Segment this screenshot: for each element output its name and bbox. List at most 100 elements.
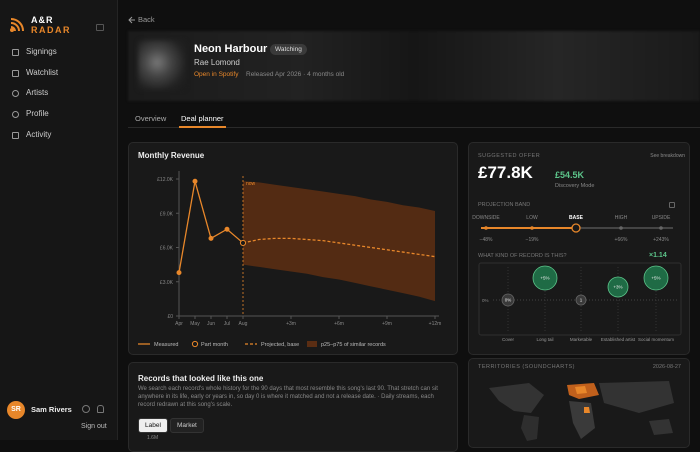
logo-line2: RADAR: [31, 25, 71, 35]
offer-graphics: DOWNSIDE −48% LOW −19% BASE HIGH +66% UPSIDE +24…: [472, 215, 682, 342]
band-stop[interactable]: [530, 226, 534, 230]
info-icon[interactable]: [669, 202, 675, 208]
x-tick-label: +12m: [429, 321, 442, 327]
part-month-point: [239, 239, 247, 247]
help-icon[interactable]: [82, 405, 90, 413]
nav-item[interactable]: Activity: [26, 129, 52, 139]
measured-point: [192, 178, 198, 184]
measured-point: [224, 226, 230, 232]
y-tick-label: £0: [167, 314, 173, 320]
sign-out[interactable]: Sign out: [81, 423, 107, 430]
kind-badge: +5%: [540, 276, 549, 281]
release-meta: Released Apr 2026 · 4 months old: [246, 71, 345, 78]
user-name: Sam Rivers: [31, 405, 72, 414]
tab-divider: [128, 127, 700, 128]
territories-title: TERRITORIES (SOUNDCHARTS): [478, 364, 575, 370]
offer-card: SUGGESTED OFFER See breakdown £77.8K £54…: [468, 142, 690, 355]
spotify-link[interactable]: Open in Spotify: [194, 71, 239, 78]
tab-underline: [179, 126, 226, 128]
measured-point: [176, 270, 182, 276]
x-tick-label: Aug: [239, 321, 248, 327]
nav-item[interactable]: Profile: [26, 109, 49, 119]
measured-line: [178, 181, 244, 273]
x-tick-label: +9m: [382, 321, 392, 327]
band-stop-name: LOW: [526, 215, 538, 221]
kind-badge: +5%: [651, 276, 660, 281]
nav-item[interactable]: Watchlist: [26, 67, 59, 77]
band-stop[interactable]: [619, 226, 623, 230]
bell-icon[interactable]: [97, 405, 104, 413]
avatar[interactable]: SR: [7, 401, 25, 419]
multiplier: ×1.14: [649, 252, 667, 259]
toggle-button[interactable]: Label: [138, 418, 168, 433]
logo-line1: A&R: [31, 15, 54, 25]
now-label: now: [246, 181, 256, 187]
band-label: PROJECTION BAND: [478, 202, 531, 208]
logo-icon: [10, 18, 24, 32]
band-stop-name: HIGH: [615, 215, 628, 221]
band-stop-change: +66%: [615, 237, 628, 243]
revenue-chart: Monthly Revenue £0 £3.0K £6.0K £9.0K £12.0K A…: [138, 151, 442, 348]
offer-label: SUGGESTED OFFER: [478, 153, 541, 159]
kind-bubble: [607, 276, 629, 298]
x-tick-label: Jun: [207, 321, 215, 327]
y-tick-label: £12.0K: [157, 177, 174, 183]
collapse-icon[interactable]: [96, 24, 104, 31]
records-card: Records that looked like this one We sea…: [128, 362, 458, 452]
artist-name: Rae Lomond: [194, 58, 240, 67]
breakdown-link[interactable]: See breakdown: [650, 153, 685, 159]
kind-bubble: [643, 265, 669, 291]
records-title: Records that looked like this one: [138, 374, 264, 383]
projected-line: [242, 237, 436, 258]
legend-label: Measured: [154, 342, 178, 348]
tab[interactable]: Overview: [135, 114, 167, 123]
legend-label: p25–p75 of similar records: [321, 342, 386, 348]
kind-name: Cover: [502, 337, 515, 342]
records-axis-top: 1.6M: [147, 435, 159, 441]
sidebar: [0, 0, 118, 440]
kind-name: Long tail: [536, 337, 553, 342]
band-stop-change: +243%: [653, 237, 669, 243]
x-tick-label: Apr: [175, 321, 183, 327]
band-stop-name: DOWNSIDE: [472, 215, 500, 221]
kind-badge: 0%: [505, 298, 512, 303]
kind-badge: 1: [580, 298, 583, 303]
legend-swatch: [191, 340, 199, 348]
revenue-card: Monthly Revenue £0 £3.0K £6.0K £9.0K £12.0K A…: [128, 142, 458, 355]
band-stop[interactable]: [484, 226, 488, 230]
territories-card: TERRITORIES (SOUNDCHARTS) 2026-08-27: [468, 358, 690, 448]
world-map: [489, 381, 674, 441]
band-stop[interactable]: [571, 223, 581, 233]
header-banner: [128, 31, 700, 101]
x-tick-label: Jul: [224, 321, 230, 327]
back-arrow: [128, 16, 135, 24]
measured-point: [208, 235, 214, 241]
territories-date: 2026-08-27: [652, 364, 681, 370]
band-area: [243, 181, 435, 302]
nav-item[interactable]: Artists: [26, 88, 49, 98]
track-title: Neon Harbour: [194, 43, 268, 55]
kind-badge: +3%: [613, 285, 622, 290]
band-stop-change: −19%: [526, 237, 539, 243]
x-tick-label: May: [190, 321, 200, 327]
nav-icon: [12, 111, 19, 119]
kind-name: Established artist: [601, 337, 636, 342]
alt-amount: £54.5K: [555, 170, 585, 180]
band-stop-name: BASE: [569, 215, 584, 221]
legend-label: Part month: [201, 342, 228, 348]
legend-label: Projected, base: [261, 342, 299, 348]
tab[interactable]: Deal planner: [181, 114, 224, 123]
records-description: We search each record's whole history fo…: [138, 386, 438, 408]
offer-amount: £77.8K: [478, 163, 533, 182]
kind-panel: [478, 262, 682, 336]
toggle-button[interactable]: Market: [170, 418, 204, 433]
back-link[interactable]: Back: [138, 15, 155, 24]
band-stop-name: UPSIDE: [652, 215, 671, 221]
kind-label: WHAT KIND OF RECORD IS THIS?: [478, 253, 567, 259]
kind-bubble: [501, 293, 515, 307]
nav-item[interactable]: Signings: [26, 47, 57, 56]
x-tick-label: +3m: [286, 321, 296, 327]
band-stop-change: −48%: [480, 237, 493, 243]
band-stop[interactable]: [659, 226, 663, 230]
